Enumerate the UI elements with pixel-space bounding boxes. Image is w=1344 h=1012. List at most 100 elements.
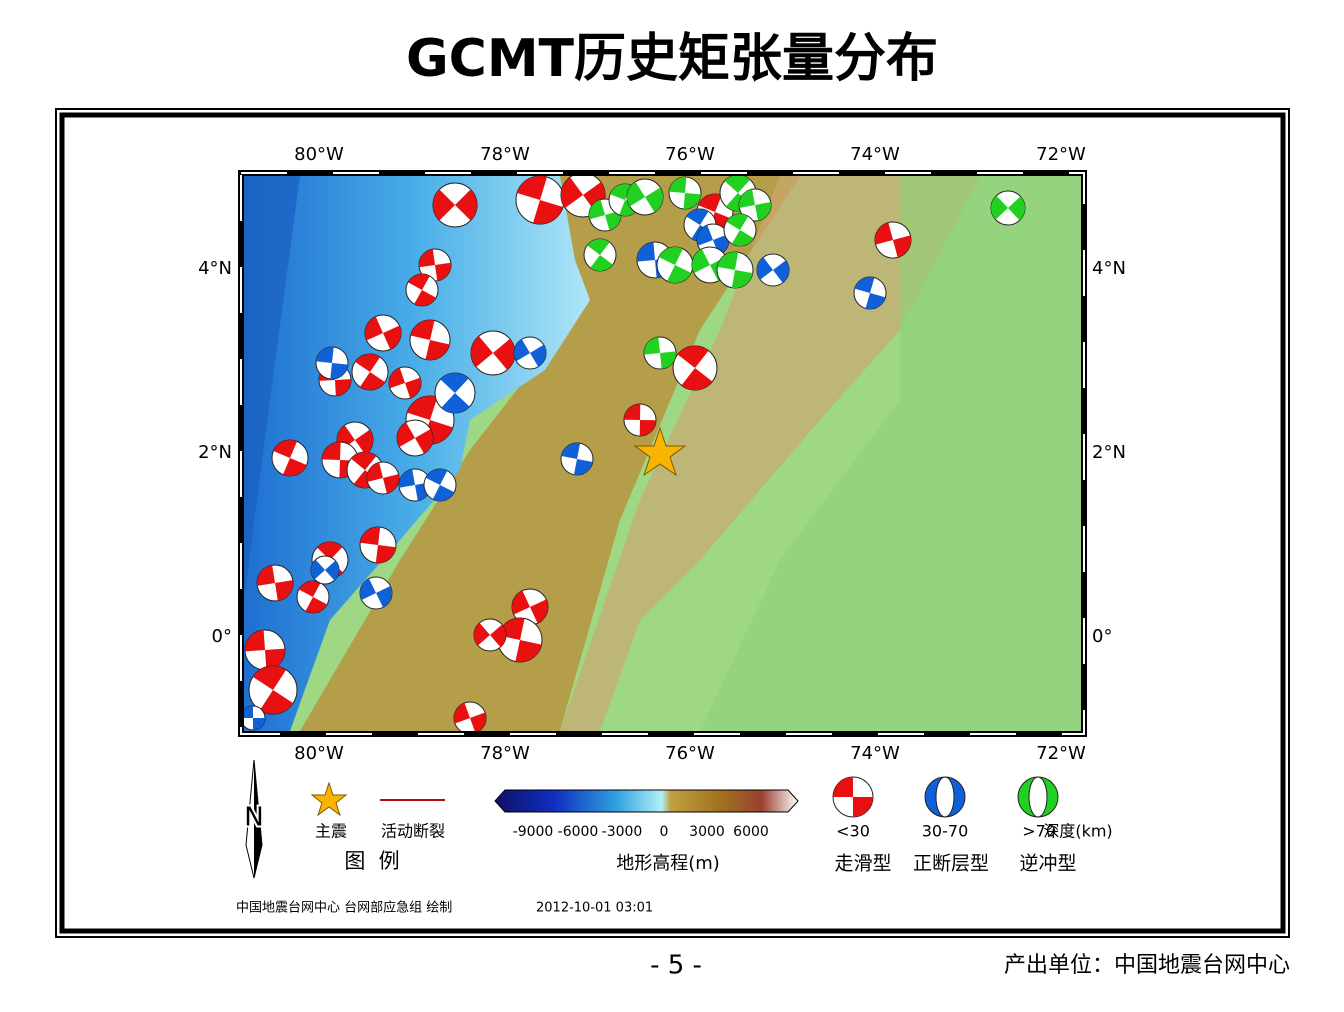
beachball-quadrant: [265, 648, 286, 670]
beachball-quadrant: [875, 222, 893, 245]
beachball-quadrant: [275, 580, 293, 601]
beachball-quadrant: [364, 316, 383, 341]
lon-label: 78°W: [480, 144, 530, 165]
beachball-quadrant: [854, 276, 875, 293]
lon-label: 78°W: [480, 743, 530, 764]
beachball-quadrant: [515, 640, 542, 662]
beachball-quadrant: [1008, 196, 1025, 221]
beachball-quadrant: [530, 599, 548, 624]
mechanism-type: 逆冲型: [1019, 853, 1076, 875]
beachball-quadrant: [755, 201, 771, 221]
beachball-quadrant: [517, 176, 548, 200]
beachball-quadrant: [696, 225, 713, 246]
lon-label: 72°W: [1036, 743, 1086, 764]
beachball-quadrant: [398, 469, 415, 488]
beachball-quadrant: [335, 379, 351, 396]
colorbar-tick-label: 0: [660, 824, 669, 840]
beachball-quadrant: [474, 622, 490, 646]
mechanism-type: 正断层型: [913, 853, 989, 875]
colorbar: [494, 789, 799, 813]
beachball-quadrant: [410, 320, 435, 340]
beachball-quadrant: [512, 590, 530, 615]
lat-label: 2°N: [1092, 442, 1126, 463]
beachball-quadrant: [435, 262, 452, 281]
depth-range: 30-70: [922, 822, 969, 841]
beachball-quadrant: [317, 542, 343, 560]
beachball-quadrant: [396, 422, 415, 447]
beachball-quadrant: [893, 235, 911, 258]
lon-label: 80°W: [294, 743, 344, 764]
beachball-quadrant: [865, 293, 886, 310]
producer: 产出单位：中国地震台网中心: [1004, 953, 1290, 978]
beachball-quadrant: [425, 340, 450, 360]
beachball-quadrant: [325, 560, 340, 581]
beachball-quadrant: [259, 690, 294, 714]
axes-labels: 80°W 80°W 78°W 78°W 76°W 76°W 74°W 74°W 72°W 72°W…: [198, 144, 1126, 764]
lon-label: 76°W: [665, 144, 715, 165]
legend-mainshock: 主震: [315, 822, 347, 841]
beachball-quadrant: [305, 597, 328, 613]
beachball-quadrant: [532, 200, 563, 224]
legend-star: [310, 781, 348, 817]
beachball-quadrant: [257, 565, 275, 586]
beachball-quadrant: [561, 443, 581, 459]
map-border-ticks: [240, 172, 1085, 735]
beachball-quadrant: [245, 630, 265, 652]
beachball-quadrant: [355, 429, 374, 455]
beachball-quadrant: [493, 338, 515, 370]
beachball-band: [935, 776, 955, 818]
lat-label: 4°N: [198, 258, 232, 279]
beachball-quadrant: [355, 354, 381, 372]
beachball-quadrant: [853, 797, 873, 817]
lat-label: 2°N: [198, 442, 232, 463]
beachball-quadrant: [731, 270, 753, 288]
beachball-quadrant: [298, 581, 321, 597]
beachball-quadrant: [419, 249, 435, 268]
beachball-quadrant: [383, 325, 401, 350]
beachball-quadrant: [375, 545, 396, 564]
beachball-quadrant: [330, 363, 348, 379]
north-arrow-half: [254, 760, 262, 878]
beachball-quadrant: [425, 469, 448, 485]
beachball-quadrant: [637, 242, 655, 262]
beachball-quadrant: [658, 246, 683, 265]
beachball-quadrant: [626, 181, 645, 207]
beachball-quadrant: [773, 260, 789, 283]
beachball-quadrant: [433, 189, 455, 221]
beachball-quadrant: [383, 474, 399, 494]
lon-label: 74°W: [850, 144, 900, 165]
beachball-quadrant: [359, 372, 385, 390]
beachball-quadrant: [367, 462, 383, 482]
beachball-band: [1028, 776, 1048, 818]
beachball-quadrant: [833, 777, 853, 797]
mainshock-star: [633, 426, 687, 477]
lon-label: 80°W: [294, 144, 344, 165]
beachball-quadrant: [587, 239, 610, 255]
outer-frame: [55, 108, 1290, 938]
beachball-quadrant: [360, 527, 381, 545]
beachball-quadrant: [644, 337, 660, 355]
beachball-quadrant: [490, 624, 506, 648]
lon-label: 72°W: [1036, 144, 1086, 165]
beachball-quadrant: [681, 368, 713, 391]
beachball-quadrant: [667, 265, 692, 283]
beachball-quadrant: [605, 210, 622, 231]
beachball-quadrant: [560, 177, 583, 208]
beachball-quadrant: [252, 666, 287, 690]
colorbar-tick-label: -9000: [513, 824, 554, 840]
beachball-quadrant: [351, 452, 377, 470]
beachball-quadrant: [590, 255, 613, 271]
focal-mechanisms: [244, 176, 1026, 731]
beachball-quadrant: [376, 585, 392, 608]
beachball-quadrant: [514, 339, 530, 362]
north-label: N: [244, 803, 263, 833]
beachball-quadrant: [415, 429, 433, 454]
inner-frame: [59, 112, 1286, 934]
beachball-quadrant: [311, 559, 325, 580]
lat-label: 4°N: [1092, 258, 1126, 279]
beachball-quadrant: [639, 420, 656, 436]
beachball-quadrant: [739, 189, 755, 209]
colorbar-tick-label: 3000: [689, 824, 725, 840]
beachball-quadrant: [455, 189, 477, 221]
